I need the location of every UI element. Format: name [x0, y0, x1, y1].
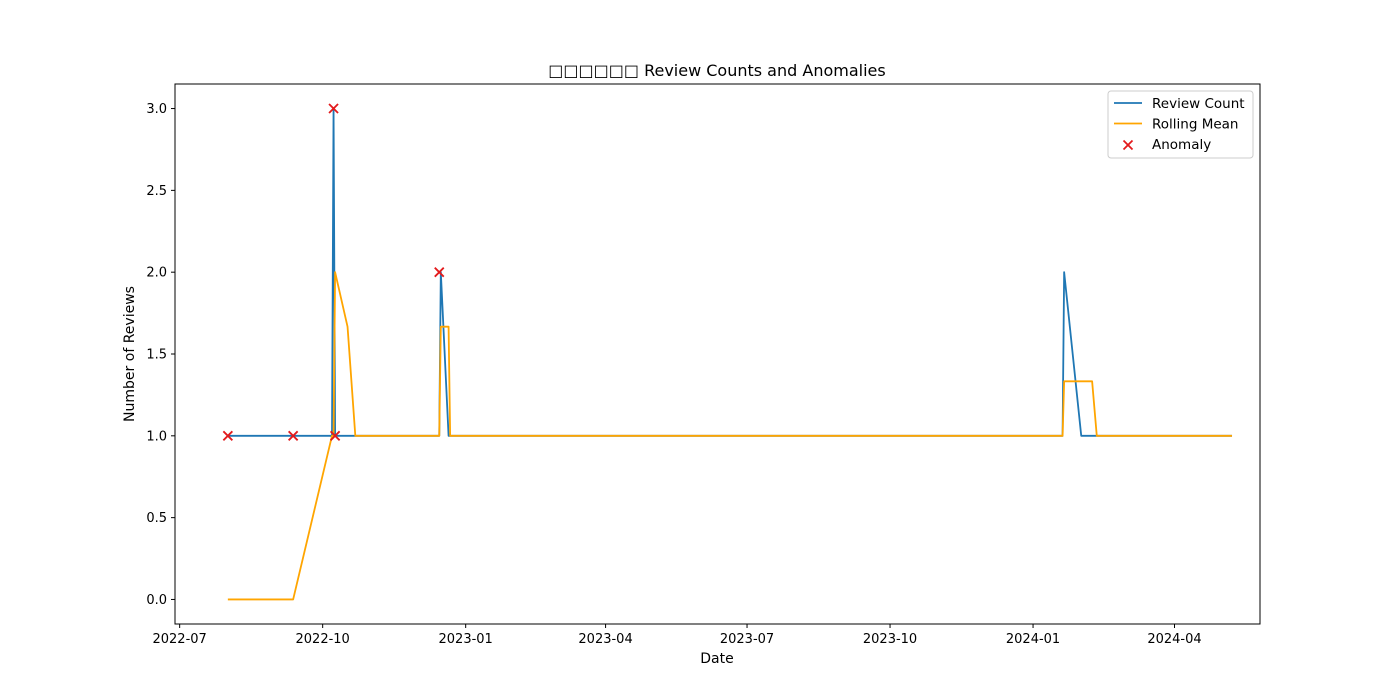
x-tick-label: 2024-01	[1006, 632, 1060, 647]
anomaly-marker	[328, 103, 339, 114]
legend-box	[1107, 90, 1254, 159]
anomaly-marker	[222, 430, 233, 441]
x-tick-label: 2023-04	[578, 632, 632, 647]
x-tick-label: 2024-04	[1147, 632, 1201, 647]
chart-title: □□□□□□ Review Counts and Anomalies	[548, 61, 885, 80]
legend: Review Count Rolling Mean Anomaly	[1107, 90, 1254, 159]
y-tick-label: 1.0	[146, 429, 167, 444]
y-axis-label: Number of Reviews	[122, 286, 138, 422]
y-tick-label: 3.0	[146, 102, 167, 117]
plot-area	[222, 103, 1233, 601]
y-tick-label: 0.0	[146, 593, 167, 608]
y-tick-label: 1.5	[146, 348, 167, 363]
x-tick-label: 2023-10	[863, 632, 917, 647]
anomaly-marker	[288, 430, 299, 441]
axes: 0.0 0.5 1.0 1.5 2.0 2.5 3.0 2022-07 2022-10 2023-…	[146, 102, 1201, 647]
anomaly-marker	[434, 267, 445, 278]
x-tick-label: 2022-07	[152, 632, 206, 647]
y-tick-label: 2.5	[146, 184, 167, 199]
x-axis-label: Date	[700, 651, 733, 667]
anomaly-marker	[329, 430, 341, 441]
x-tick-label: 2022-10	[296, 632, 350, 647]
y-tick-label: 2.0	[146, 266, 167, 281]
x-tick-label: 2023-01	[439, 632, 493, 647]
legend-entry: Rolling Mean	[1152, 117, 1238, 133]
x-tick-label: 2023-07	[720, 632, 774, 647]
series-line-rolling-mean	[227, 271, 1233, 601]
y-tick-label: 0.5	[146, 511, 167, 526]
legend-swatch	[1122, 139, 1134, 151]
legend-entry: Review Count	[1152, 96, 1245, 112]
legend-entry: Anomaly	[1152, 137, 1211, 153]
